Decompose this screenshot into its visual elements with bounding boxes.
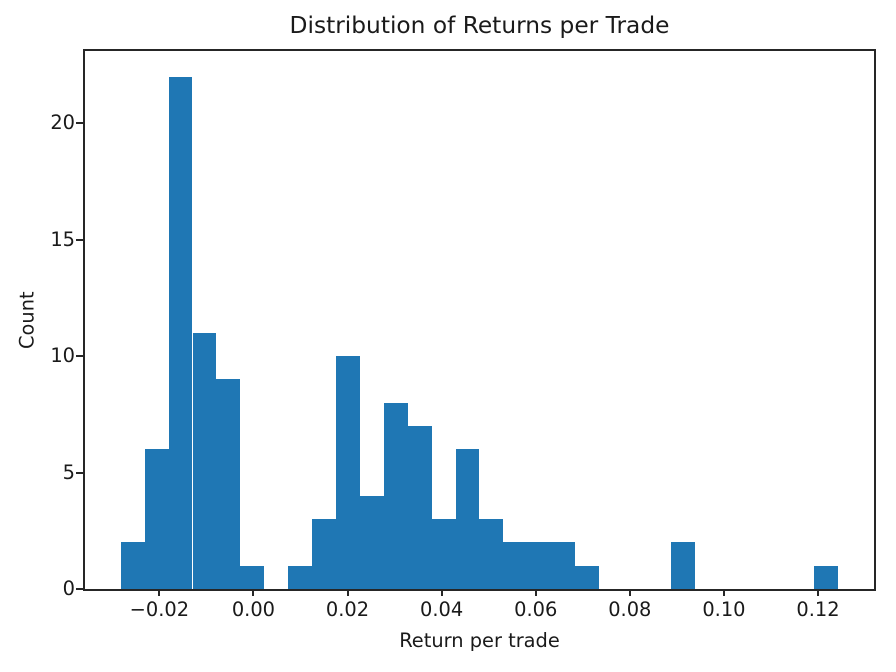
histogram-bar (407, 425, 432, 589)
x-tick-label: 0.10 (702, 598, 746, 621)
histogram-bar (455, 449, 480, 589)
x-axis-label: Return per trade (399, 629, 560, 652)
x-tick-mark (158, 589, 161, 596)
histogram-bar (288, 565, 313, 589)
x-tick-label: 0.12 (796, 598, 840, 621)
y-tick-label: 10 (50, 344, 75, 368)
histogram-bar (814, 565, 839, 589)
histogram-bar (359, 495, 384, 589)
x-tick-label: 0.00 (231, 598, 276, 621)
histogram-bar (431, 519, 456, 589)
histogram-bar (670, 542, 695, 589)
x-tick-mark (440, 589, 443, 596)
x-tick-label: −0.02 (129, 598, 190, 621)
x-tick-label: 0.02 (325, 598, 370, 621)
histogram-bar (503, 542, 528, 589)
y-tick-mark (76, 588, 85, 590)
x-tick-mark (817, 589, 819, 596)
histogram-bar (551, 542, 576, 589)
histogram-bar (144, 449, 169, 589)
x-tick-label: 0.08 (608, 598, 652, 621)
histogram-bar (479, 519, 504, 589)
y-tick-label: 5 (62, 460, 75, 484)
histogram-bar (527, 542, 552, 589)
histogram-bar (240, 565, 265, 589)
plot-area-frame (83, 49, 876, 591)
histogram-bar (575, 565, 600, 589)
y-tick-mark (76, 355, 85, 358)
y-tick-mark (76, 471, 85, 474)
x-tick-mark (346, 589, 349, 596)
x-tick-label: 0.06 (514, 598, 558, 621)
histogram-bar (336, 356, 360, 589)
y-tick-mark (76, 238, 85, 241)
histogram-bar (383, 402, 408, 589)
chart-title: Distribution of Returns per Trade (289, 12, 670, 39)
x-tick-mark (628, 589, 631, 596)
x-tick-label: 0.04 (420, 598, 464, 621)
y-tick-label: 0 (62, 577, 75, 600)
histogram-bar (168, 76, 193, 589)
histogram-bar (192, 332, 217, 589)
histogram-bar (120, 542, 145, 589)
y-tick-label: 15 (50, 227, 75, 251)
histogram-bar (216, 379, 241, 589)
x-tick-mark (252, 589, 255, 596)
y-tick-mark (76, 122, 85, 125)
histogram-bar (312, 519, 336, 589)
x-tick-mark (534, 589, 537, 596)
y-tick-label: 20 (50, 111, 75, 135)
x-tick-mark (722, 589, 725, 596)
